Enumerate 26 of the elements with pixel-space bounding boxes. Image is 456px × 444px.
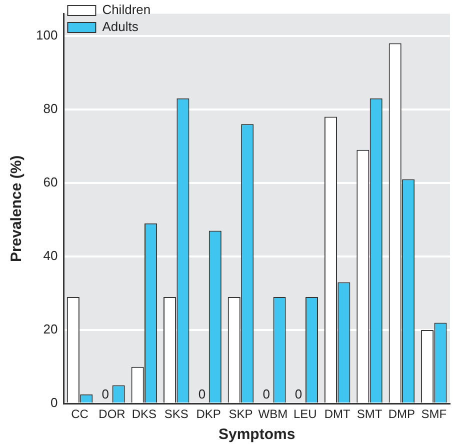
y-tick-label: 60	[43, 174, 58, 190]
x-tick-label: DOR	[98, 407, 126, 422]
x-tick-label: DMP	[388, 407, 416, 422]
x-tick-label: SMF	[421, 407, 447, 422]
legend-label: Children	[102, 2, 151, 18]
x-tick-label: SKP	[228, 407, 253, 422]
y-tick-label: 80	[43, 100, 58, 116]
x-tick-label: WBM	[258, 407, 288, 422]
data-label: 0	[198, 386, 206, 402]
x-tick-label: DMT	[324, 407, 351, 422]
x-tick-label: DKP	[196, 407, 221, 422]
y-tick-label: 100	[36, 27, 58, 42]
y-tick-label: 0	[50, 395, 58, 410]
x-tick-label: SMT	[356, 407, 383, 422]
x-tick-label: SKS	[164, 407, 188, 422]
y-tick-label: 40	[43, 248, 58, 264]
x-tick-label: LEU	[293, 407, 317, 422]
x-tick-label: CC	[71, 407, 89, 422]
y-axis-title: Prevalence (%)	[8, 155, 26, 262]
data-label: 0	[262, 386, 270, 402]
data-label: 0	[294, 386, 302, 402]
x-tick-label: DKS	[132, 407, 157, 422]
y-tick-label: 20	[43, 322, 58, 337]
x-axis-title: Symptoms	[218, 426, 296, 444]
legend-label: Adults	[102, 19, 139, 34]
data-label: 0	[102, 386, 109, 402]
